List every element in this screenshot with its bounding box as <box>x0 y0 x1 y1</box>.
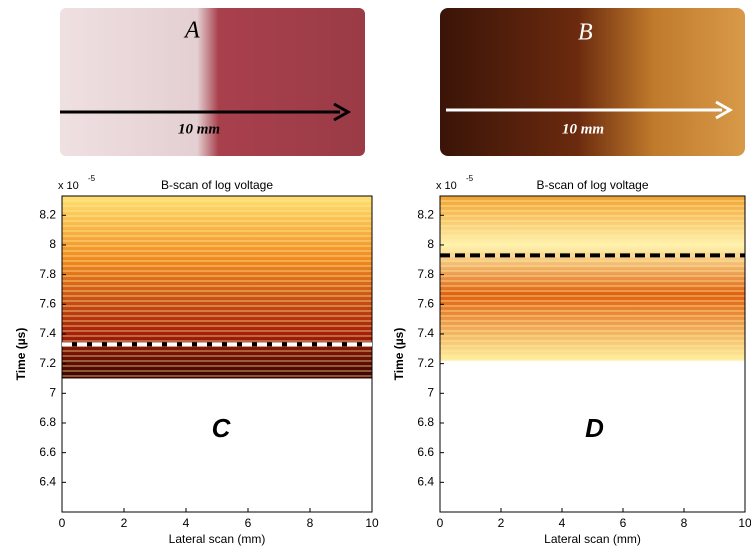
x-tick-label: 0 <box>437 516 444 530</box>
panel-label: C <box>212 413 232 443</box>
y-tick-label: 7.8 <box>39 267 56 281</box>
x-tick-label: 6 <box>620 516 627 530</box>
y-tick-label: 8.2 <box>417 207 434 221</box>
photo-a: A 10 mm <box>60 8 365 156</box>
photo-label: B <box>578 20 593 46</box>
y-tick-label: 8 <box>427 237 434 251</box>
y-tick-label: 7.6 <box>417 296 434 310</box>
y-tick-label: 6.8 <box>39 415 56 429</box>
x-tick-label: 4 <box>183 516 190 530</box>
photo-b: B 10 mm <box>440 8 745 156</box>
y-tick-label: 8.2 <box>39 207 56 221</box>
exponent: -5 <box>466 174 474 183</box>
y-tick-label: 7.2 <box>417 356 434 370</box>
y-tick-label: 6.4 <box>39 475 56 489</box>
x-tick-label: 8 <box>307 516 314 530</box>
scale-label: 10 mm <box>562 121 604 137</box>
heatmap-texture <box>440 196 745 361</box>
heatmap-texture <box>62 196 372 378</box>
scale-label: 10 mm <box>178 121 220 137</box>
y-tick-label: 6.6 <box>417 445 434 459</box>
y-axis-label: Time (µs) <box>14 328 28 381</box>
x-tick-label: 10 <box>738 516 751 530</box>
plot: 0 2 4 6 8 10 6.4 6.6 6.8 7 7.2 7.4 7.6 7.8 8 8.2 B-scan … <box>14 174 379 546</box>
y-tick-label: 7 <box>49 385 56 399</box>
y-tick-label: 7.2 <box>39 356 56 370</box>
photo-label: A <box>183 18 200 44</box>
x-tick-label: 6 <box>245 516 252 530</box>
exponent-base: x 10 <box>436 180 457 192</box>
x-tick-label: 10 <box>365 516 379 530</box>
y-tick-label: 6.6 <box>39 445 56 459</box>
plot-title: B-scan of log voltage <box>536 178 648 192</box>
y-tick-label: 6.4 <box>417 475 434 489</box>
x-axis-label: Lateral scan (mm) <box>544 532 641 546</box>
exponent-base: x 10 <box>58 180 79 192</box>
plot: 0 2 4 6 8 10 6.4 6.6 6.8 7 7.2 7.4 7.6 7.8 8 8.2 B-scan … <box>392 174 751 546</box>
y-tick-label: 7.8 <box>417 267 434 281</box>
y-tick-label: 7.6 <box>39 296 56 310</box>
x-tick-label: 4 <box>559 516 566 530</box>
exponent: -5 <box>88 174 96 183</box>
figure: A 10 mm B 10 mm 0 2 4 6 8 10 6.4 6.6 6.8 7 7.2 7.4 7… <box>0 0 751 547</box>
y-tick-label: 7 <box>427 385 434 399</box>
y-axis-label: Time (µs) <box>392 328 406 381</box>
plot-title: B-scan of log voltage <box>161 178 273 192</box>
y-tick-label: 7.4 <box>39 326 56 340</box>
y-tick-label: 8 <box>49 237 56 251</box>
y-tick-label: 7.4 <box>417 326 434 340</box>
y-tick-label: 6.8 <box>417 415 434 429</box>
x-tick-label: 8 <box>681 516 688 530</box>
panel-label: D <box>585 413 604 443</box>
x-tick-label: 2 <box>121 516 128 530</box>
x-tick-label: 0 <box>59 516 66 530</box>
x-tick-label: 2 <box>498 516 505 530</box>
x-axis-label: Lateral scan (mm) <box>169 532 266 546</box>
